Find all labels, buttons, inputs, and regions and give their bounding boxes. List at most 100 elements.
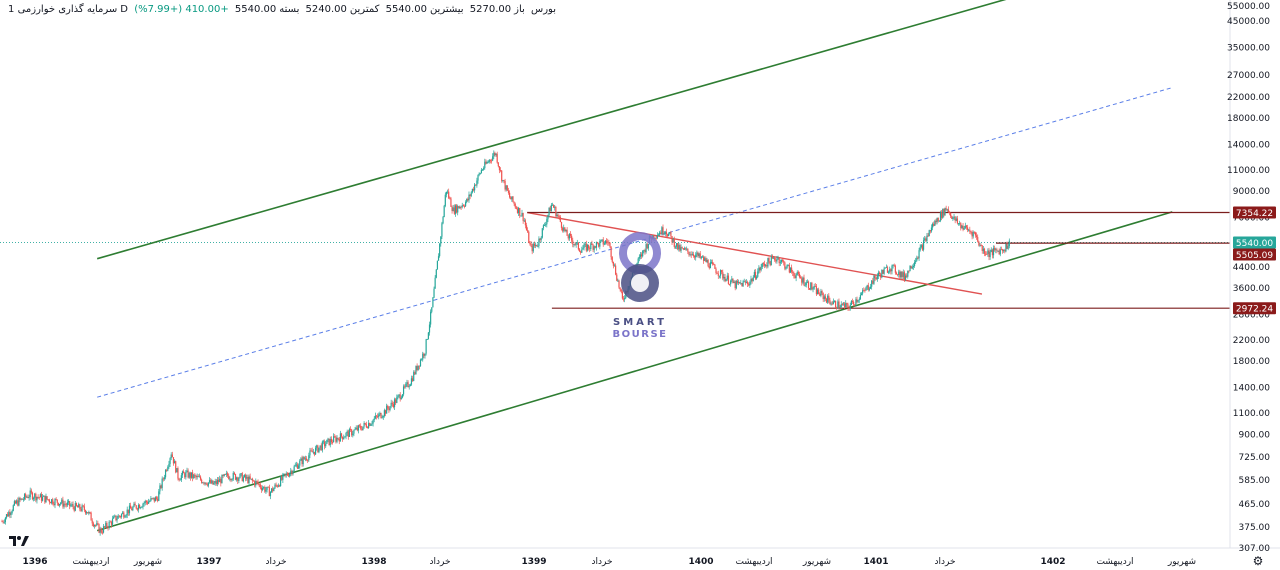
candle-body [514, 203, 516, 208]
candle-body [450, 198, 452, 207]
candle-body [199, 476, 202, 480]
candle-body [18, 498, 20, 506]
candle [725, 278, 727, 282]
candle [83, 503, 85, 512]
candle [926, 232, 928, 244]
candle-body [776, 258, 778, 262]
interval[interactable]: 1D [8, 4, 128, 15]
candle [771, 254, 774, 260]
candle [964, 222, 966, 230]
candle [88, 510, 90, 516]
candle-body [122, 512, 124, 514]
candle [233, 471, 235, 476]
candle [682, 248, 684, 251]
candle-body [997, 250, 999, 252]
candle [409, 383, 411, 387]
candle-body [14, 501, 17, 504]
channel-line[interactable] [96, 211, 1173, 532]
candle [389, 405, 391, 412]
candle [101, 529, 103, 535]
change-value: +410.00 (+7.99%) [134, 4, 229, 15]
candle-body [505, 185, 507, 190]
candle [136, 507, 138, 512]
candle [735, 279, 737, 290]
candle [265, 486, 267, 495]
candle [444, 192, 446, 208]
candle [1000, 246, 1003, 251]
candle-body [283, 473, 285, 475]
candle [580, 250, 582, 255]
candle [324, 439, 326, 450]
candle [532, 242, 534, 253]
candle-body [488, 159, 490, 163]
candle [35, 492, 37, 503]
candle-body [128, 505, 131, 514]
candle [813, 283, 815, 290]
candle [346, 429, 348, 437]
channel-midline[interactable] [97, 87, 1173, 398]
candle-body [340, 433, 343, 437]
candle-body [709, 262, 711, 269]
candle-body [212, 480, 214, 485]
candle [1008, 238, 1010, 249]
candle-body [857, 300, 859, 302]
candle [842, 301, 845, 306]
candle [574, 241, 576, 247]
candle-body [338, 438, 340, 442]
candle-body [129, 505, 132, 509]
candle-body [917, 257, 919, 259]
candle [113, 515, 115, 519]
candle-body [542, 225, 545, 229]
candle-body [847, 304, 849, 309]
tradingview-logo-icon[interactable] [8, 534, 30, 548]
candle-body [511, 196, 513, 200]
candle [225, 470, 228, 477]
candle-body [227, 473, 229, 476]
candle [803, 274, 805, 287]
candle-body [719, 270, 722, 276]
candle-body [266, 486, 268, 490]
settings-gear-icon[interactable]: ⚙ [1253, 554, 1264, 568]
drawings[interactable] [96, 0, 1230, 532]
candle-body [925, 238, 927, 241]
candle [407, 380, 409, 388]
candle [314, 445, 317, 456]
candle-body [373, 418, 375, 420]
candle [512, 195, 514, 203]
channel-line[interactable] [96, 0, 1010, 260]
candle-body [512, 196, 514, 202]
candle-body [329, 438, 331, 446]
candle [58, 503, 61, 508]
candle [518, 206, 520, 216]
candle-body [407, 382, 409, 387]
candle-body [953, 216, 955, 218]
candle-body [23, 494, 26, 500]
candle-body [833, 300, 836, 302]
candle-body [64, 503, 66, 505]
candle [480, 167, 482, 174]
candle-body [432, 297, 434, 308]
candle-body [983, 248, 986, 254]
candle-body [337, 437, 339, 439]
candle [43, 495, 45, 497]
trendline[interactable] [527, 211, 983, 295]
symbol-name[interactable]: سرمایه گذاری خوارزمی [17, 4, 118, 15]
candle [430, 309, 432, 328]
candle-body [740, 283, 742, 284]
candle-body [415, 366, 417, 374]
candle-body [873, 275, 875, 284]
candle [970, 230, 972, 235]
candle-body [645, 244, 647, 253]
candle [721, 269, 723, 275]
candle-body [938, 220, 940, 222]
candle-body [313, 451, 316, 455]
candle [824, 293, 827, 302]
candle [950, 212, 952, 218]
candle [595, 241, 598, 251]
candle-body [531, 245, 533, 252]
candle [830, 301, 832, 306]
candle [784, 261, 786, 271]
candle [177, 466, 179, 481]
candle-body [91, 520, 93, 524]
